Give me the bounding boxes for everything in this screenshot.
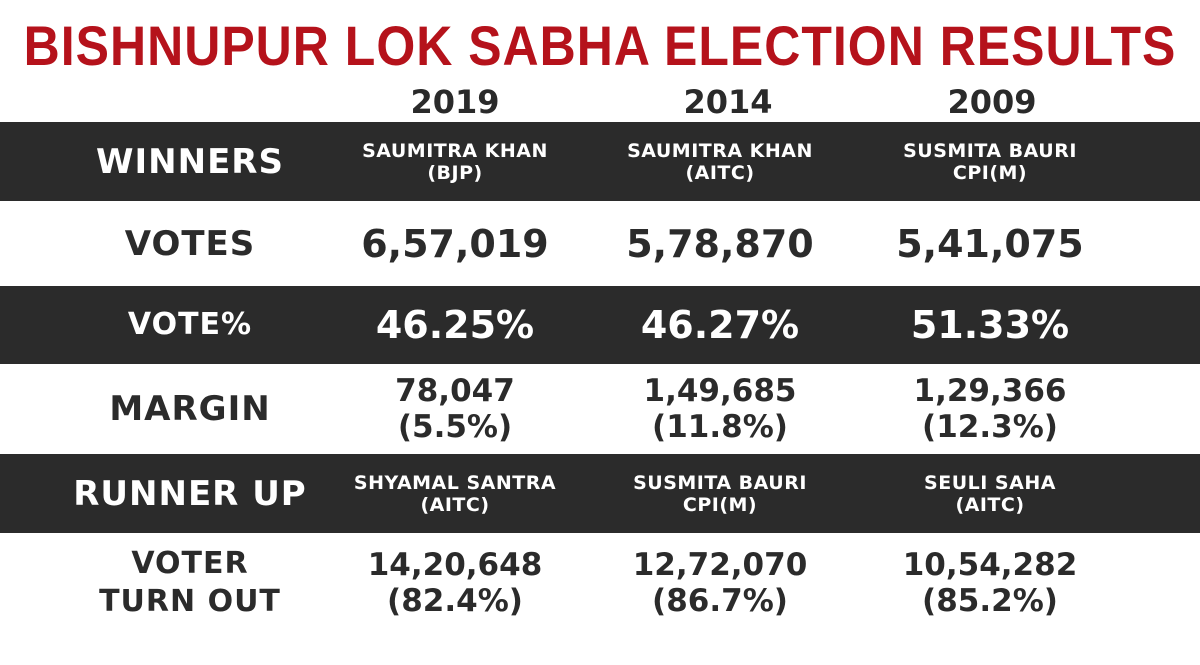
margin-2019-votes: 78,047 <box>395 373 515 409</box>
votes-2019: 6,57,019 <box>361 221 549 266</box>
turnout-2019-votes: 14,20,648 <box>367 547 543 583</box>
turnout-2009: 10,54,282 (85.2%) <box>860 533 1120 633</box>
row-votes: VOTES 6,57,019 5,78,870 5,41,075 <box>0 201 1200 286</box>
row-label-turnout: TURN OUT <box>99 584 281 619</box>
row-voter-turnout: VOTER TURN OUT 14,20,648 (82.4%) 12,72,0… <box>0 533 1200 633</box>
margin-2009-percent: (12.3%) <box>922 409 1058 445</box>
winner-2019: SAUMITRA KHAN (BJP) <box>325 122 585 201</box>
runner-up-2019-party: (AITC) <box>420 493 490 516</box>
vote-percent-2009: 51.33% <box>910 303 1070 347</box>
margin-2009-votes: 1,29,366 <box>913 373 1067 409</box>
year-2019: 2019 <box>410 83 500 121</box>
row-vote-percent: VOTE% 46.25% 46.27% 51.33% <box>0 286 1200 364</box>
winner-2019-name: SAUMITRA KHAN <box>362 139 548 162</box>
margin-2014: 1,49,685 (11.8%) <box>590 364 850 454</box>
winner-2009: SUSMITA BAURI CPI(M) <box>860 122 1120 201</box>
votes-2014: 5,78,870 <box>626 221 814 266</box>
turnout-2019-percent: (82.4%) <box>387 583 523 619</box>
runner-up-2009: SEULI SAHA (AITC) <box>860 454 1120 533</box>
year-2009: 2009 <box>947 83 1037 121</box>
votes-2009: 5,41,075 <box>896 221 1084 266</box>
turnout-2009-votes: 10,54,282 <box>902 547 1078 583</box>
year-2014: 2014 <box>683 83 773 121</box>
runner-up-2014-party: CPI(M) <box>682 493 758 516</box>
runner-up-2009-party: (AITC) <box>955 493 1025 516</box>
margin-2019-percent: (5.5%) <box>397 409 513 445</box>
runner-up-2019-name: SHYAMAL SANTRA <box>353 471 557 494</box>
vote-percent-2014: 46.27% <box>640 303 800 347</box>
row-margin: MARGIN 78,047 (5.5%) 1,49,685 (11.8%) 1,… <box>0 364 1200 454</box>
winner-2009-name: SUSMITA BAURI <box>903 139 1077 162</box>
runner-up-2014: SUSMITA BAURI CPI(M) <box>590 454 850 533</box>
winner-2014: SAUMITRA KHAN (AITC) <box>590 122 850 201</box>
row-label-runner-up: RUNNER UP <box>73 473 307 514</box>
turnout-2019: 14,20,648 (82.4%) <box>325 533 585 633</box>
turnout-2009-percent: (85.2%) <box>922 583 1058 619</box>
winner-2009-party: CPI(M) <box>952 161 1028 184</box>
year-header: 2019 2014 2009 <box>0 82 1200 122</box>
runner-up-2019: SHYAMAL SANTRA (AITC) <box>325 454 585 533</box>
row-label-votes: VOTES <box>124 223 256 264</box>
page-title: BISHNUPUR LOK SABHA ELECTION RESULTS <box>23 14 1177 78</box>
vote-percent-2019: 46.25% <box>375 303 535 347</box>
margin-2009: 1,29,366 (12.3%) <box>860 364 1120 454</box>
turnout-2014: 12,72,070 (86.7%) <box>590 533 850 633</box>
row-label-voter-turnout: VOTER TURN OUT <box>30 533 350 633</box>
turnout-2014-votes: 12,72,070 <box>632 547 808 583</box>
runner-up-2014-name: SUSMITA BAURI <box>633 471 807 494</box>
row-label-winners: WINNERS <box>96 141 284 182</box>
winner-2014-party: (AITC) <box>685 161 755 184</box>
margin-2019: 78,047 (5.5%) <box>325 364 585 454</box>
turnout-2014-percent: (86.7%) <box>652 583 788 619</box>
row-label-vote-percent: VOTE% <box>127 307 253 342</box>
margin-2014-percent: (11.8%) <box>652 409 788 445</box>
runner-up-2009-name: SEULI SAHA <box>924 471 1056 494</box>
row-runner-up: RUNNER UP SHYAMAL SANTRA (AITC) SUSMITA … <box>0 454 1200 533</box>
row-label-voter: VOTER <box>131 546 249 581</box>
row-winners: WINNERS SAUMITRA KHAN (BJP) SAUMITRA KHA… <box>0 122 1200 201</box>
winner-2019-party: (BJP) <box>427 161 483 184</box>
row-label-margin: MARGIN <box>109 389 271 429</box>
margin-2014-votes: 1,49,685 <box>643 373 797 409</box>
winner-2014-name: SAUMITRA KHAN <box>627 139 813 162</box>
